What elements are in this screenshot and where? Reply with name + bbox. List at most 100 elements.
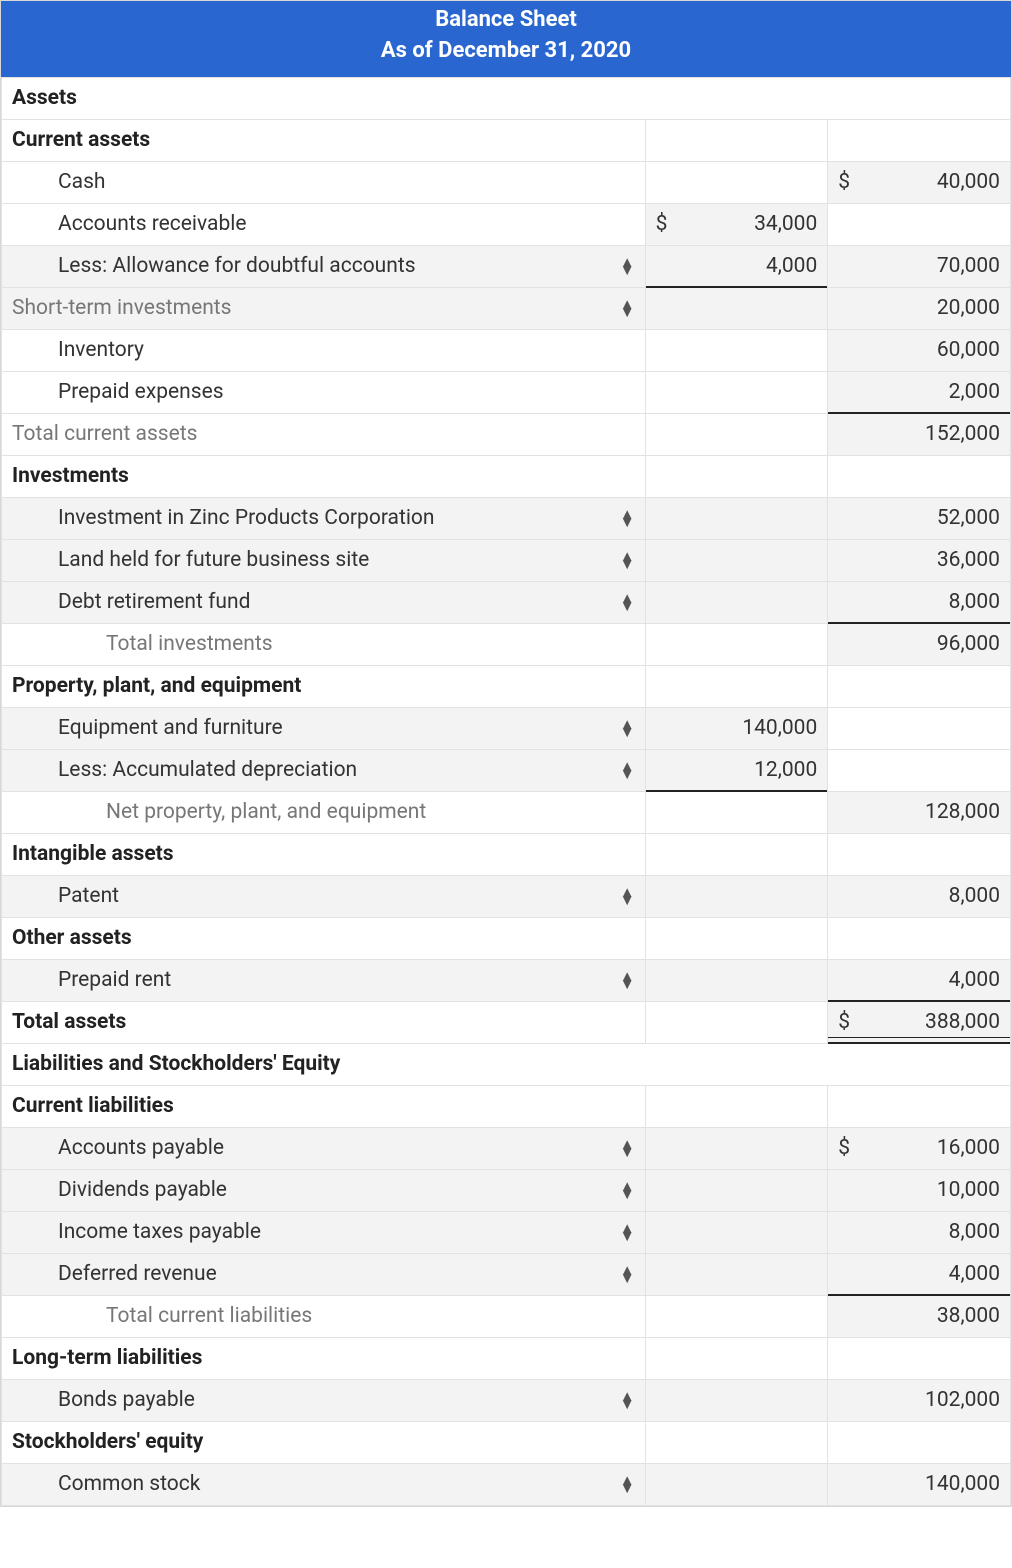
col1 <box>645 623 828 665</box>
label-text: Land held for future business site <box>12 548 369 572</box>
row-inv-zinc: Investment in Zinc Products Corporation ▲… <box>2 497 1011 539</box>
row-label: Total assets <box>2 1001 646 1043</box>
row-label: Current liabilities <box>2 1085 646 1127</box>
col1 <box>645 833 828 875</box>
label-text: Debt retirement fund <box>12 590 250 614</box>
row-allowance: Less: Allowance for doubtful accounts▲▼4… <box>2 245 1011 287</box>
col2 <box>828 707 1011 749</box>
sort-icon[interactable]: ▲▼ <box>620 258 635 275</box>
row-label[interactable]: Equipment and furniture ▲▼ <box>2 707 646 749</box>
row-total-assets: Total assets$388,000 <box>2 1001 1011 1043</box>
row-ppe-depr: Less: Accumulated depreciation▲▼12,000 <box>2 749 1011 791</box>
row-div-pay: Dividends payable▲▼10,000 <box>2 1169 1011 1211</box>
label-text: Prepaid expenses <box>12 380 224 404</box>
sort-icon[interactable]: ▲▼ <box>620 510 635 527</box>
col1 <box>645 1337 828 1379</box>
sort-icon[interactable]: ▲▼ <box>620 1182 635 1199</box>
row-label[interactable]: Common stock ▲▼ <box>2 1463 646 1505</box>
col1 <box>645 875 828 917</box>
col2: 8,000 <box>828 581 1011 623</box>
amount-value: 8,000 <box>838 590 1000 614</box>
amount-value: 38,000 <box>838 1304 1000 1328</box>
row-label[interactable]: Accounts payable▲▼ <box>2 1127 646 1169</box>
amount-value: 16,000 <box>850 1136 1000 1160</box>
row-label[interactable]: Deferred revenue ▲▼ <box>2 1253 646 1295</box>
amount-value: 2,000 <box>838 380 1000 404</box>
row-label: Investments <box>2 455 646 497</box>
amount-value: 8,000 <box>838 1220 1000 1244</box>
col1 <box>645 791 828 833</box>
label-text: Current assets <box>12 128 150 152</box>
label-text: Dividends payable <box>12 1178 227 1202</box>
sort-icon[interactable]: ▲▼ <box>620 972 635 989</box>
col1 <box>645 161 828 203</box>
row-label[interactable]: Dividends payable ▲▼ <box>2 1169 646 1211</box>
sort-icon[interactable]: ▲▼ <box>620 1392 635 1409</box>
col2 <box>828 119 1011 161</box>
row-label: Net property, plant, and equipment <box>2 791 646 833</box>
col2 <box>828 455 1011 497</box>
sort-icon[interactable]: ▲▼ <box>620 1224 635 1241</box>
sort-icon[interactable]: ▲▼ <box>620 720 635 737</box>
col2 <box>828 1337 1011 1379</box>
row-label[interactable]: Less: Accumulated depreciation▲▼ <box>2 749 646 791</box>
label-text: Cash <box>12 170 106 194</box>
label-text: Total current assets <box>12 422 197 446</box>
label-text: Patent <box>12 884 119 908</box>
sort-icon[interactable]: ▲▼ <box>620 594 635 611</box>
sort-icon[interactable]: ▲▼ <box>620 1140 635 1157</box>
row-investments: Investments <box>2 455 1011 497</box>
row-label: Total current assets <box>2 413 646 455</box>
sort-icon[interactable]: ▲▼ <box>620 552 635 569</box>
label-text: Common stock <box>12 1472 200 1496</box>
row-total-cur-liab: Total current liabilities 38,000 <box>2 1295 1011 1337</box>
col1 <box>645 917 828 959</box>
col1 <box>645 1169 828 1211</box>
row-label: Total current liabilities <box>2 1295 646 1337</box>
sheet-subtitle: As of December 31, 2020 <box>1 36 1011 67</box>
row-label[interactable]: Short-term investments▲▼ <box>2 287 646 329</box>
label-text: Stockholders' equity <box>12 1430 203 1454</box>
label-text: Equipment and furniture <box>12 716 283 740</box>
label-text: Property, plant, and equipment <box>12 674 301 698</box>
row-ar: Accounts receivable$34,000 <box>2 203 1011 245</box>
sort-icon[interactable]: ▲▼ <box>620 300 635 317</box>
amount-value: 70,000 <box>838 254 1000 278</box>
sort-icon[interactable]: ▲▼ <box>620 762 635 779</box>
col2: 38,000 <box>828 1295 1011 1337</box>
sort-icon[interactable]: ▲▼ <box>620 888 635 905</box>
col1 <box>645 455 828 497</box>
balance-sheet-table: AssetsCurrent assetsCash$40,000Accounts … <box>1 77 1011 1506</box>
col1 <box>645 665 828 707</box>
row-label[interactable]: Bonds payable▲▼ <box>2 1379 646 1421</box>
row-label[interactable]: Land held for future business site ▲▼ <box>2 539 646 581</box>
label-text: Net property, plant, and equipment <box>12 800 426 824</box>
col1 <box>645 413 828 455</box>
row-label[interactable]: Patent ▲▼ <box>2 875 646 917</box>
col1 <box>645 371 828 413</box>
label-text: Other assets <box>12 926 132 950</box>
amount-value: 96,000 <box>838 632 1000 656</box>
col2: $16,000 <box>828 1127 1011 1169</box>
row-ppe: Property, plant, and equipment <box>2 665 1011 707</box>
row-label[interactable]: Income taxes payable▲▼ <box>2 1211 646 1253</box>
label-text: Investment in Zinc Products Corporation <box>12 506 435 530</box>
col2 <box>828 1421 1011 1463</box>
row-label[interactable]: Prepaid rent▲▼ <box>2 959 646 1001</box>
label-text: Total assets <box>12 1010 126 1034</box>
row-patent: Patent ▲▼ 8,000 <box>2 875 1011 917</box>
col2: 36,000 <box>828 539 1011 581</box>
col2 <box>828 749 1011 791</box>
row-label[interactable]: Debt retirement fund ▲▼ <box>2 581 646 623</box>
row-label[interactable]: Investment in Zinc Products Corporation ▲… <box>2 497 646 539</box>
sort-icon[interactable]: ▲▼ <box>620 1266 635 1283</box>
col2: 2,000 <box>828 371 1011 413</box>
sort-icon[interactable]: ▲▼ <box>620 1476 635 1493</box>
amount-value: 8,000 <box>838 884 1000 908</box>
row-label: Long-term liabilities <box>2 1337 646 1379</box>
sheet-header: Balance Sheet As of December 31, 2020 <box>1 1 1011 77</box>
amount-value: 40,000 <box>850 170 1000 194</box>
row-label: Liabilities and Stockholders' Equity <box>2 1043 1011 1085</box>
row-label[interactable]: Less: Allowance for doubtful accounts▲▼ <box>2 245 646 287</box>
label-text: Deferred revenue <box>12 1262 217 1286</box>
